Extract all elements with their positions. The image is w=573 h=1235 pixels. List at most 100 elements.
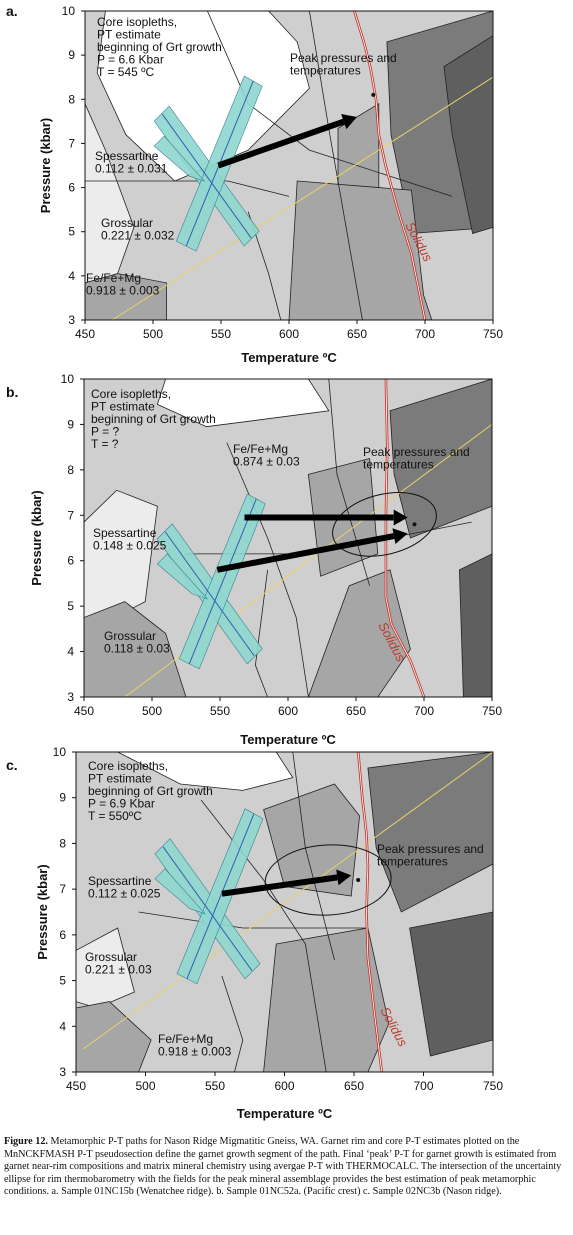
pt-path-arrowhead <box>336 869 352 886</box>
chart-panel-a: 450 500 550 600 650 700 750 3 4 5 6 7 8 9 10 Temperatur… <box>6 3 503 365</box>
x-tick-label: 500 <box>142 704 162 718</box>
grossular-label: Grossular <box>85 950 137 964</box>
phase-field <box>389 379 492 539</box>
reaction-line <box>207 11 453 197</box>
reaction-line <box>138 911 368 929</box>
core-estimate-label: PT estimate <box>91 400 155 414</box>
core-estimate-label: Core isopleths, <box>97 15 177 29</box>
x-tick-label: 450 <box>75 327 95 341</box>
isopleth-centerline <box>188 498 257 665</box>
core-estimate-label: beginning of Grt growth <box>91 412 216 426</box>
femg-label: Fe/Fe+Mg <box>233 442 288 456</box>
phase-field <box>84 601 187 697</box>
y-tick-label: 4 <box>68 269 75 283</box>
y-tick-label: 3 <box>68 313 75 327</box>
core-estimate-label: P = 6.6 Kbar <box>97 53 164 67</box>
x-tick-label: 750 <box>483 327 503 341</box>
phase-field <box>156 379 330 428</box>
isopleth-centerline <box>186 813 255 979</box>
y-tick-label: 6 <box>67 554 74 568</box>
phase-field <box>117 752 294 791</box>
reaction-line <box>221 975 244 1072</box>
y-tick-label: 8 <box>59 836 66 850</box>
x-tick-label: 650 <box>344 1079 364 1093</box>
spessartine-label: 0.112 ± 0.025 <box>88 887 161 901</box>
x-tick-label: 650 <box>347 327 367 341</box>
reaction-line <box>309 11 363 320</box>
phase-field <box>85 273 168 320</box>
core-estimate-label: P = 6.9 Kbar <box>88 797 155 811</box>
pt-path-arrowhead <box>341 114 357 130</box>
reaction-line <box>328 379 370 586</box>
y-tick-label: 9 <box>67 417 74 431</box>
core-estimate-label: P = ? <box>91 425 119 439</box>
femg-label: Fe/Fe+Mg <box>158 1032 213 1046</box>
y-tick-label: 4 <box>67 645 74 659</box>
x-tick-label: 550 <box>205 1079 225 1093</box>
peak-point <box>371 92 376 97</box>
y-tick-label: 7 <box>67 508 74 522</box>
figure-caption: Figure 12. Metamorphic P-T paths for Nas… <box>4 1136 569 1199</box>
femg-label: 0.874 ± 0.03 <box>233 455 300 469</box>
isopleth-band <box>154 868 206 915</box>
x-tick-label: 600 <box>274 1079 294 1093</box>
isopleth-band <box>156 553 209 600</box>
reaction-line <box>85 180 290 197</box>
pt-path-arrowhead <box>393 509 408 526</box>
core-estimate-label: Core isopleths, <box>88 759 168 773</box>
x-axis-label: Temperature ºC <box>241 350 337 365</box>
grossular-label: 0.221 ± 0.032 <box>101 229 175 243</box>
peak-pt-label: Peak pressures and <box>363 445 470 459</box>
spessartine-label: 0.112 ± 0.031 <box>95 162 168 176</box>
y-tick-label: 3 <box>59 1065 66 1079</box>
y-tick-label: 5 <box>67 599 74 613</box>
isopleth-centerline <box>161 113 252 239</box>
plot-area <box>85 11 493 320</box>
phase-field <box>458 553 492 697</box>
x-tick-label: 700 <box>415 327 435 341</box>
y-tick-label: 6 <box>68 181 75 195</box>
y-tick-label: 6 <box>59 928 66 942</box>
y-tick-label: 9 <box>59 791 66 805</box>
grossular-label: 0.221 ± 0.03 <box>85 963 152 977</box>
phase-field <box>263 927 390 1072</box>
x-tick-label: 750 <box>482 704 502 718</box>
core-estimate-label: T = 545 ºC <box>97 65 155 79</box>
geotherm-line <box>82 752 493 1050</box>
y-tick-label: 10 <box>61 372 75 386</box>
peak-pt-label: temperatures <box>363 458 434 472</box>
core-estimate-label: T = 550ºC <box>88 809 142 823</box>
y-tick-label: 10 <box>62 4 76 18</box>
figure: 450 500 550 600 650 700 750 3 4 5 6 7 8 9 10 Temperatur… <box>6 3 503 1121</box>
phase-field <box>76 1001 152 1072</box>
y-axis-label: Pressure (kbar) <box>29 490 44 585</box>
x-tick-label: 600 <box>278 704 298 718</box>
spessartine-label: Spessartine <box>93 526 157 540</box>
phase-field <box>409 911 493 1057</box>
peak-pt-label: Peak pressures and <box>377 842 484 856</box>
reaction-line <box>226 442 309 697</box>
solidus-curve-highlight <box>385 379 425 697</box>
femg-label: 0.918 ± 0.003 <box>158 1045 232 1059</box>
peak-pt-label: temperatures <box>377 855 448 869</box>
x-axis-label: Temperature ºC <box>240 732 336 747</box>
x-tick-label: 750 <box>483 1079 503 1093</box>
x-tick-label: 700 <box>413 1079 433 1093</box>
y-tick-label: 4 <box>59 1019 66 1033</box>
isopleth-centerline <box>164 531 255 657</box>
y-tick-label: 7 <box>68 136 75 150</box>
phase-field <box>367 752 493 913</box>
core-estimate-label: T = ? <box>91 437 119 451</box>
phase-field <box>307 569 411 697</box>
core-estimate-label: beginning of Grt growth <box>97 40 222 54</box>
pt-path-arrow <box>221 874 338 897</box>
core-estimate-label: Core isopleths, <box>91 387 171 401</box>
y-tick-label: 3 <box>67 690 74 704</box>
y-tick-label: 5 <box>59 974 66 988</box>
peak-pt-label: temperatures <box>290 64 361 78</box>
caption-title: Figure 12. <box>4 1136 48 1147</box>
x-tick-label: 500 <box>135 1079 155 1093</box>
grossular-label: Grossular <box>101 216 153 230</box>
spessartine-label: Spessartine <box>88 874 152 888</box>
panel-label: b. <box>6 384 18 400</box>
